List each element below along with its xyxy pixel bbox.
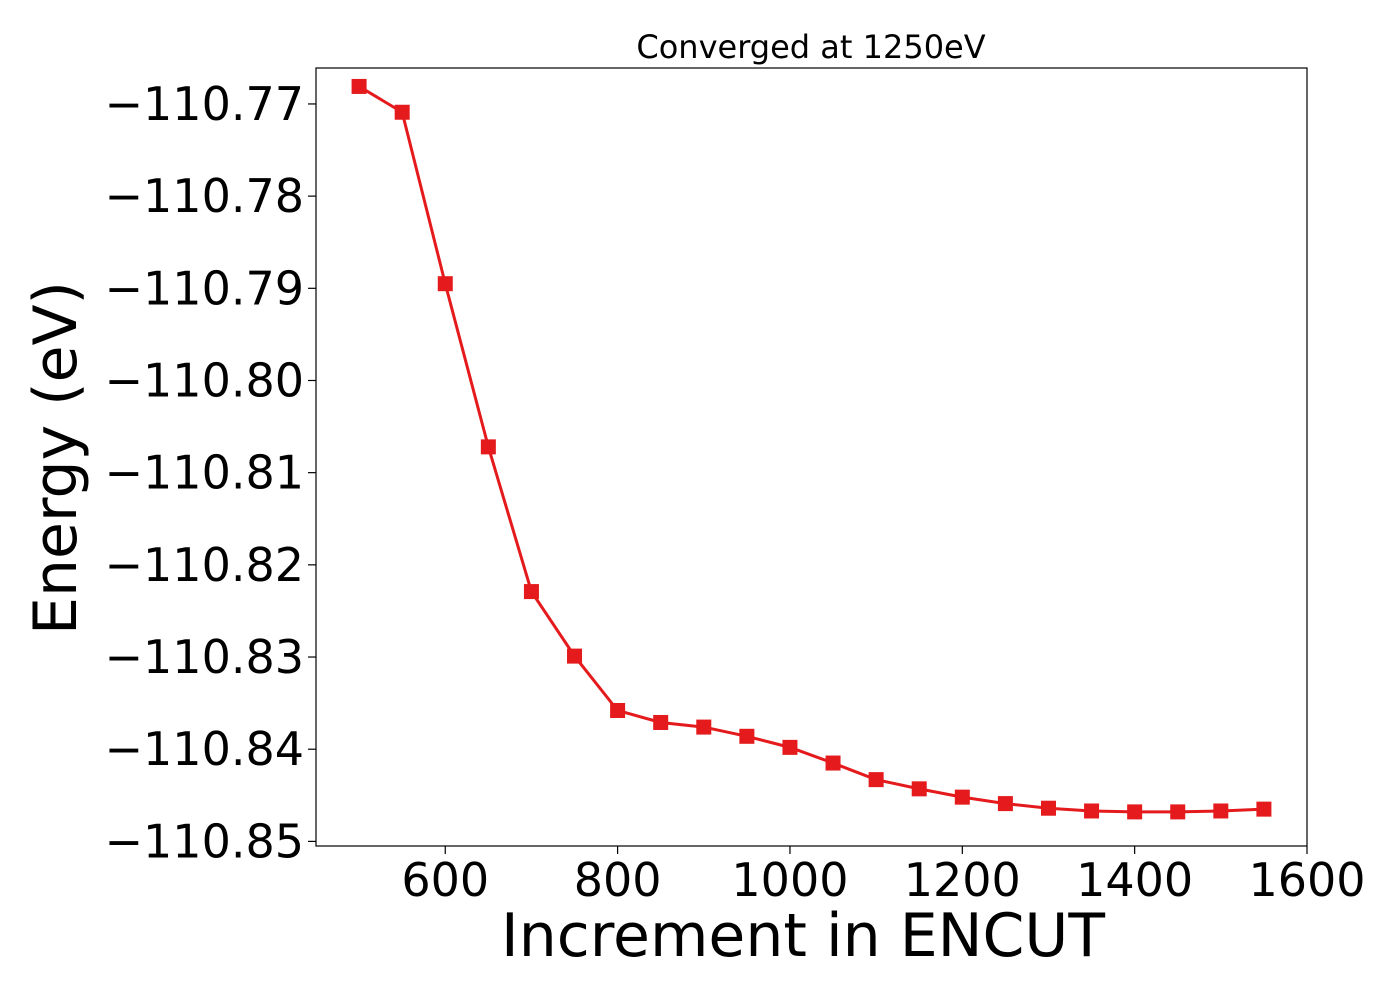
x-tick-label: 1200 [904, 853, 1021, 907]
data-point-marker [782, 739, 798, 755]
data-point-marker [437, 276, 453, 292]
data-point-marker [1127, 804, 1143, 820]
chart-title: Converged at 1250eV [636, 28, 985, 66]
series-line [358, 85, 1264, 814]
data-point-marker [1256, 801, 1272, 817]
y-tick-label: −110.85 [105, 814, 305, 868]
data-point-marker [1084, 803, 1100, 819]
data-point-marker [696, 719, 712, 735]
data-point-marker [739, 728, 755, 744]
data-point-marker [954, 789, 970, 805]
x-tick-label: 800 [574, 853, 662, 907]
data-point-marker [480, 439, 496, 455]
data-point-marker [997, 796, 1013, 812]
data-point-marker [1213, 803, 1229, 819]
y-tick-label: −110.80 [105, 353, 305, 407]
x-tick-label: 1600 [1248, 853, 1365, 907]
y-axis-ticks: −110.77 −110.78 −110.79 −110.80 −110.81 −110.… [105, 77, 316, 868]
x-tick-label: 1400 [1076, 853, 1193, 907]
series-layer [351, 78, 1272, 820]
data-point-marker [1040, 800, 1056, 816]
x-axis-ticks: 600 800 1000 1200 1400 1600 [401, 846, 1366, 907]
x-tick-label: 1000 [731, 853, 848, 907]
y-tick-label: −110.82 [105, 538, 305, 592]
data-point-marker [911, 781, 927, 797]
y-tick-label: −110.81 [105, 446, 305, 500]
data-point-marker [868, 772, 884, 788]
data-point-marker [523, 584, 539, 600]
y-tick-label: −110.84 [105, 722, 305, 776]
data-point-marker [567, 648, 583, 664]
data-point-marker [610, 702, 626, 718]
x-axis-label: Increment in ENCUT [501, 901, 1105, 971]
y-tick-label: −110.78 [105, 169, 305, 223]
y-tick-label: −110.77 [105, 77, 305, 131]
data-point-marker [825, 755, 841, 771]
y-tick-label: −110.83 [105, 630, 305, 684]
data-point-marker [351, 78, 367, 94]
y-axis-label: Energy (eV) [21, 281, 91, 635]
data-point-marker [394, 104, 410, 120]
plot-area-frame [315, 67, 1308, 847]
y-tick-label: −110.79 [105, 261, 305, 315]
data-point-marker [653, 714, 669, 730]
x-tick-label: 600 [401, 853, 489, 907]
data-point-marker [1170, 804, 1186, 820]
